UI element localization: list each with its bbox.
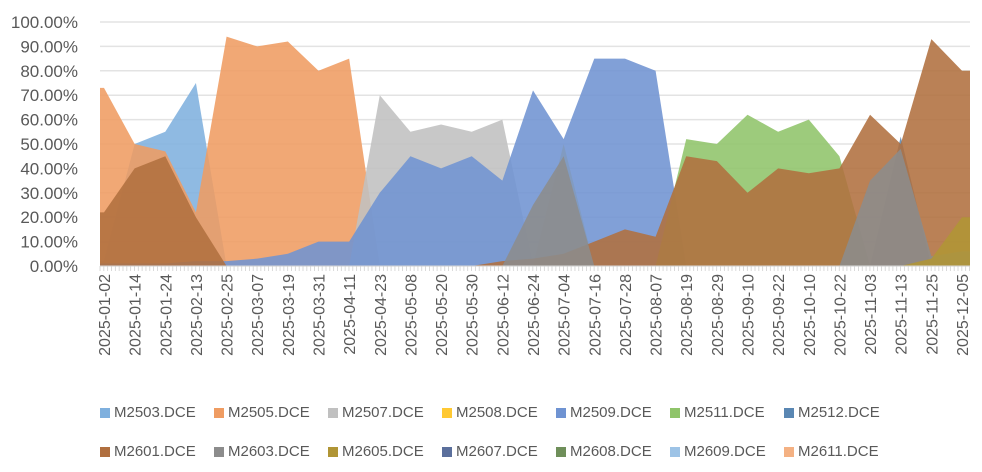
legend-swatch xyxy=(784,446,794,457)
legend-item: M2609.DCE xyxy=(670,443,782,460)
legend-item: M2511.DCE xyxy=(670,404,782,421)
y-tick-label: 40.00% xyxy=(20,159,78,178)
legend-item: M2605.DCE xyxy=(328,443,440,460)
legend-label: M2605.DCE xyxy=(342,443,424,460)
legend-swatch xyxy=(556,407,566,418)
legend-label: M2607.DCE xyxy=(456,443,538,460)
y-axis-labels: 0.00% 10.00% 20.00% 30.00% 40.00% 50.00% 60.00… xyxy=(11,13,78,276)
legend-swatch xyxy=(214,407,224,418)
y-tick-label: 100.00% xyxy=(11,13,78,32)
x-tick-label: 2025-02-13 xyxy=(189,274,206,356)
x-tick-label: 2025-05-20 xyxy=(434,274,451,356)
y-tick-label: 50.00% xyxy=(20,135,78,154)
legend-item: M2512.DCE xyxy=(784,404,896,421)
legend-label: M2603.DCE xyxy=(228,443,310,460)
legend-item: M2503.DCE xyxy=(100,404,212,421)
x-tick-label: 2025-02-25 xyxy=(220,274,237,356)
legend-swatch xyxy=(784,407,794,418)
legend: M2503.DCE M2505.DCE M2507.DCE M2508.DCE M250… xyxy=(100,404,900,460)
legend-label: M2608.DCE xyxy=(570,443,652,460)
x-tick-label: 2025-07-28 xyxy=(618,274,635,356)
x-tick-label: 2025-06-24 xyxy=(526,274,543,356)
x-tick-label: 2025-12-05 xyxy=(955,274,972,356)
legend-swatch xyxy=(328,446,338,457)
x-tick-label: 2025-10-10 xyxy=(802,274,819,356)
area-chart: 0.00% 10.00% 20.00% 30.00% 40.00% 50.00% 60.00… xyxy=(11,13,972,356)
x-tick-label: 2025-03-31 xyxy=(312,274,329,356)
y-tick-label: 70.00% xyxy=(20,86,78,105)
legend-label: M2503.DCE xyxy=(114,404,196,421)
legend-label: M2505.DCE xyxy=(228,404,310,421)
y-tick-label: 0.00% xyxy=(30,257,78,276)
legend-swatch xyxy=(442,446,452,457)
legend-swatch xyxy=(100,446,110,457)
legend-item: M2509.DCE xyxy=(556,404,668,421)
x-axis: 2025-01-02 2025-01-14 2025-01-24 2025-02-13… xyxy=(97,265,972,356)
x-tick-label: 2025-06-12 xyxy=(495,274,512,356)
area-m2601-dce xyxy=(100,39,970,266)
x-tick-label: 2025-01-14 xyxy=(128,274,145,356)
x-tick-label: 2025-11-03 xyxy=(863,274,880,355)
y-tick-label: 60.00% xyxy=(20,111,78,130)
series-areas xyxy=(100,36,970,266)
legend-swatch xyxy=(328,407,338,418)
legend-label: M2512.DCE xyxy=(798,404,880,421)
legend-label: M2507.DCE xyxy=(342,404,424,421)
legend-swatch xyxy=(670,407,680,418)
legend-item: M2607.DCE xyxy=(442,443,554,460)
legend-item: M2611.DCE xyxy=(784,443,896,460)
x-tick-label: 2025-10-22 xyxy=(832,274,849,356)
legend-label: M2508.DCE xyxy=(456,404,538,421)
x-tick-label: 2025-09-10 xyxy=(741,274,758,356)
legend-swatch xyxy=(556,446,566,457)
x-tick-label: 2025-11-13 xyxy=(894,274,911,355)
y-tick-label: 90.00% xyxy=(20,37,78,56)
legend-swatch xyxy=(100,407,110,418)
legend-item: M2508.DCE xyxy=(442,404,554,421)
legend-label: M2509.DCE xyxy=(570,404,652,421)
x-tick-label: 2025-08-19 xyxy=(679,274,696,356)
x-tick-label: 2025-11-25 xyxy=(924,274,941,355)
x-tick-label: 2025-07-04 xyxy=(557,274,574,356)
legend-label: M2601.DCE xyxy=(114,443,196,460)
legend-swatch xyxy=(670,446,680,457)
legend-item: M2601.DCE xyxy=(100,443,212,460)
x-tick-label: 2025-07-16 xyxy=(587,274,604,356)
x-tick-label: 2025-03-19 xyxy=(281,274,298,356)
legend-item: M2603.DCE xyxy=(214,443,326,460)
y-tick-label: 10.00% xyxy=(20,233,78,252)
area-m2603-dce xyxy=(100,148,970,266)
legend-swatch xyxy=(442,407,452,418)
y-tick-label: 80.00% xyxy=(20,62,78,81)
y-tick-label: 20.00% xyxy=(20,208,78,227)
x-tick-label: 2025-08-07 xyxy=(649,274,666,356)
area-m2509-dce xyxy=(100,58,970,266)
y-tick-label: 30.00% xyxy=(20,184,78,203)
legend-label: M2511.DCE xyxy=(684,404,765,421)
legend-item: M2507.DCE xyxy=(328,404,440,421)
x-tick-label: 2025-08-29 xyxy=(710,274,727,356)
legend-label: M2611.DCE xyxy=(798,443,879,460)
x-tick-label: 2025-04-23 xyxy=(373,274,390,356)
legend-label: M2609.DCE xyxy=(684,443,766,460)
area-m2505-dce xyxy=(100,36,970,266)
x-tick-label: 2025-05-30 xyxy=(465,274,482,356)
x-tick-label: 2025-04-11 xyxy=(342,274,359,355)
legend-item: M2505.DCE xyxy=(214,404,326,421)
legend-item: M2608.DCE xyxy=(556,443,668,460)
x-tick-label: 2025-03-07 xyxy=(250,274,267,356)
legend-swatch xyxy=(214,446,224,457)
x-tick-label: 2025-01-24 xyxy=(158,274,175,356)
x-tick-label: 2025-09-22 xyxy=(771,274,788,356)
x-tick-label: 2025-05-08 xyxy=(403,274,420,356)
x-tick-label: 2025-01-02 xyxy=(97,274,114,356)
